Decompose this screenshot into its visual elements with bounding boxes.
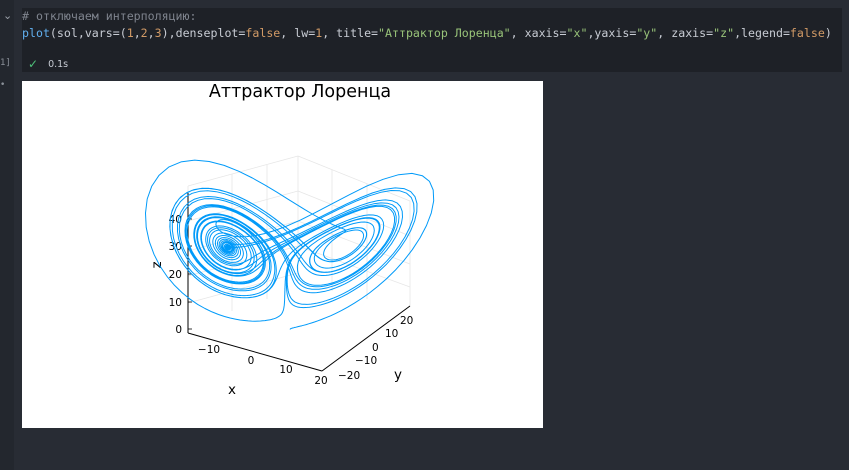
- y-axis-line: [321, 305, 411, 372]
- x-axis-line: [187, 332, 323, 372]
- chart-title: Аттрактор Лоренца: [209, 82, 391, 102]
- y-tick-neg20: −20: [338, 370, 360, 382]
- chevron-down-icon[interactable]: ⌄: [3, 9, 13, 22]
- x-tick-neg10: −10: [198, 344, 220, 356]
- y-tick-20: 20: [400, 315, 413, 327]
- check-icon: ✓: [28, 57, 39, 71]
- z-tick-30: 30: [169, 241, 182, 253]
- execution-count: 1]: [0, 58, 11, 68]
- x-tick-20: 20: [314, 375, 327, 387]
- code-line: plot(sol,vars=(1,2,3),denseplot=false, l…: [22, 26, 832, 40]
- z-axis-label: z: [149, 261, 165, 268]
- code-cell[interactable]: [22, 8, 842, 72]
- z-tick-10: 10: [169, 297, 182, 309]
- y-axis-label: y: [394, 367, 402, 383]
- z-tick-20: 20: [169, 269, 182, 281]
- code-comment: # отключаем интерполяцию:: [22, 9, 197, 23]
- x-tick-10: 10: [279, 364, 292, 376]
- lorenz-plot: Аттрактор Лоренца: [145, 82, 435, 398]
- plot-output: Аттрактор Лоренца: [22, 81, 543, 428]
- cell-status: ✓ 0.1s: [28, 57, 68, 71]
- x-tick-0: 0: [248, 355, 255, 367]
- z-tick-0: 0: [175, 324, 182, 336]
- y-tick-neg10: −10: [355, 355, 377, 367]
- y-tick-0: 0: [372, 342, 379, 354]
- axes: [187, 193, 411, 372]
- series-lorenz: [145, 159, 435, 330]
- x-axis-label: x: [228, 382, 236, 398]
- execution-time: 0.1s: [48, 58, 69, 70]
- y-tick-10: 10: [385, 328, 398, 340]
- cell-gutter: [0, 0, 14, 470]
- gutter-marker: •: [0, 80, 6, 90]
- code-editor[interactable]: # отключаем интерполяцию: plot(sol,vars=…: [22, 8, 832, 42]
